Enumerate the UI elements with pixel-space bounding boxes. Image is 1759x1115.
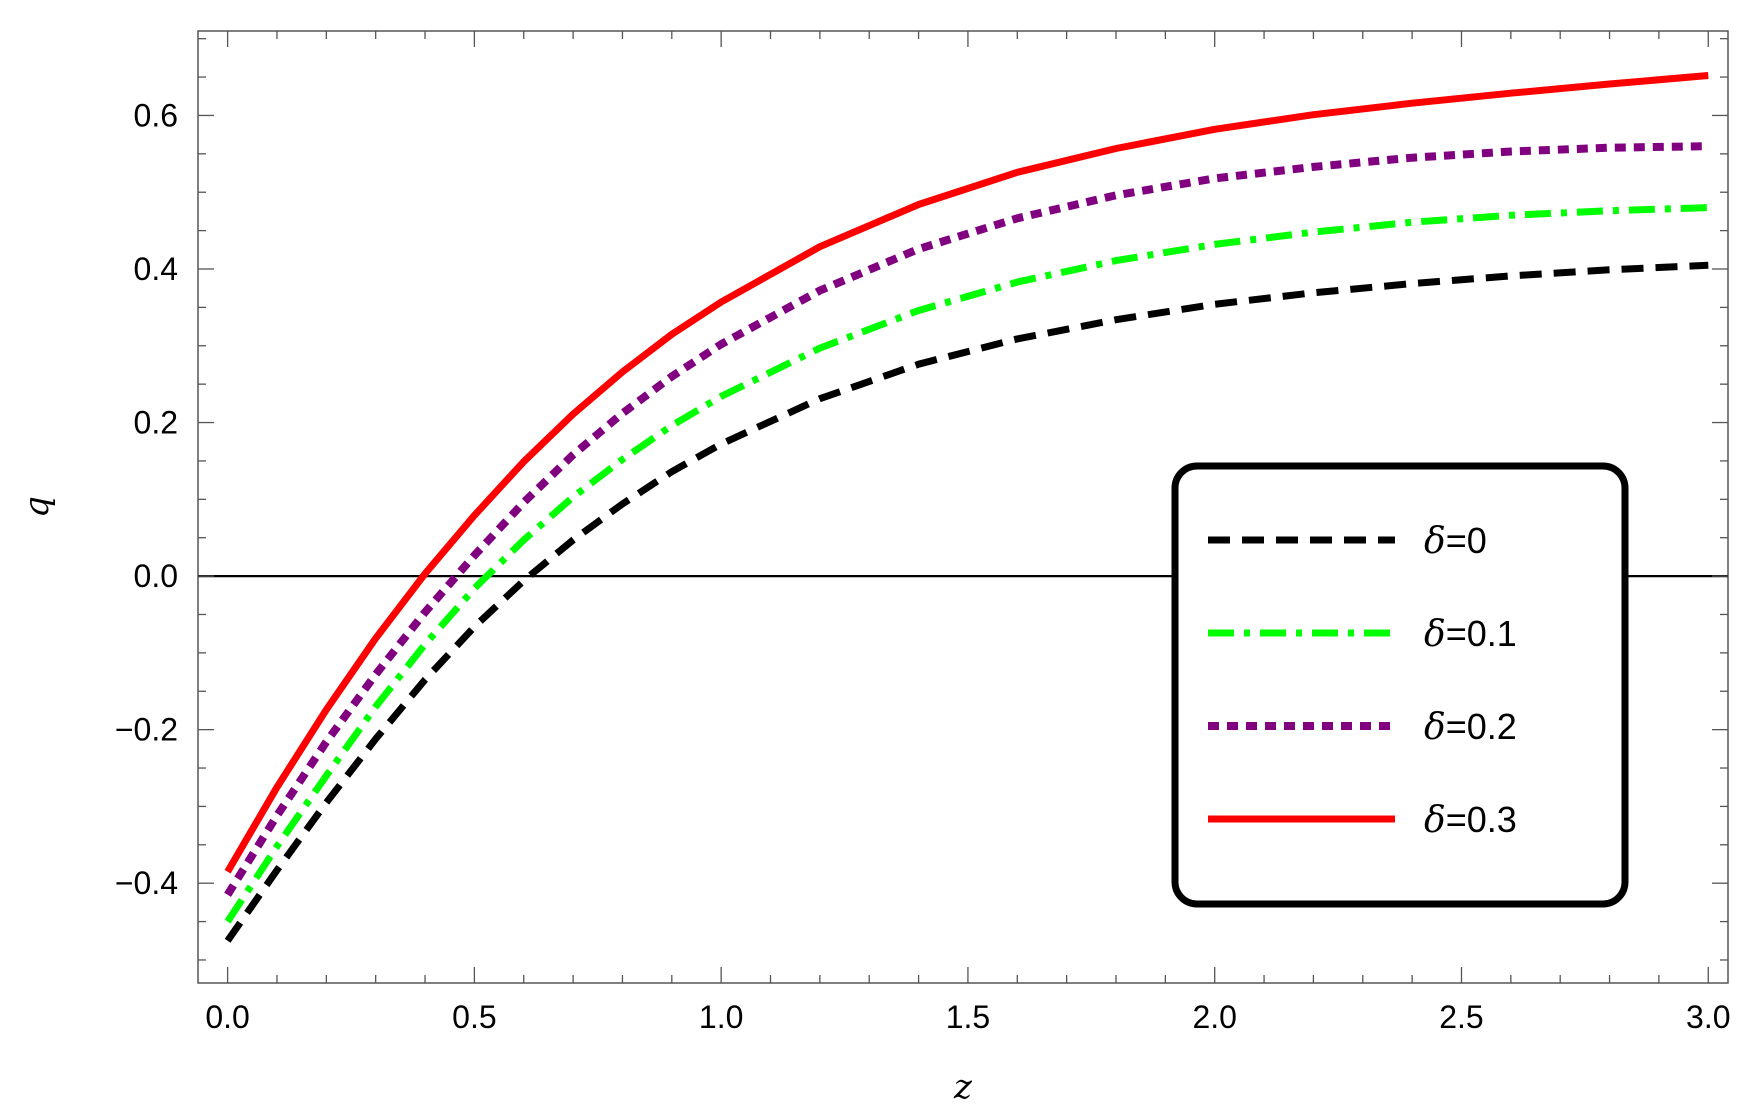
series-lines [224, 72, 1709, 943]
x-tick-label: 0.5 [452, 999, 496, 1035]
legend: δ=0δ=0.1δ=0.2δ=0.3 [1171, 462, 1629, 908]
legend-symbol-1: δ [1424, 614, 1446, 655]
axis-ticks [198, 31, 1728, 983]
x-tick-label: 0.0 [205, 999, 249, 1035]
legend-symbol-0: δ [1424, 521, 1446, 562]
legend-label-0: δ=0 [1424, 520, 1487, 562]
x-tick-label: 2.5 [1439, 999, 1483, 1035]
legend-value-0: =0 [1446, 520, 1487, 561]
tick-labels: 0.0 0.5 1.0 1.5 2.0 2.5 3.0 −0.4 −0.2 0.0 0.2 0.4 0.… [115, 97, 1731, 1035]
y-tick-label: −0.4 [115, 865, 178, 901]
series-line-1 [224, 204, 1709, 924]
legend-label-1: δ=0.1 [1424, 613, 1517, 655]
y-tick-label: −0.2 [115, 712, 178, 748]
x-tick-label: 1.0 [699, 999, 743, 1035]
x-tick-label: 3.0 [1686, 999, 1730, 1035]
series-line-0 [224, 261, 1709, 943]
legend-value-2: =0.2 [1446, 706, 1517, 747]
legend-value-1: =0.1 [1446, 613, 1517, 654]
y-axis-label: q [17, 496, 57, 518]
y-tick-label: 0.6 [134, 97, 178, 133]
legend-label-3: δ=0.3 [1424, 799, 1517, 841]
plot-frame [197, 30, 1729, 984]
legend-symbol-2: δ [1424, 707, 1446, 748]
x-axis-label: z [953, 1067, 973, 1107]
y-tick-label: 0.2 [134, 405, 178, 441]
x-tick-label: 2.0 [1192, 999, 1236, 1035]
legend-label-2: δ=0.2 [1424, 706, 1517, 748]
legend-value-3: =0.3 [1446, 799, 1517, 840]
legend-symbol-3: δ [1424, 800, 1446, 841]
y-tick-label: 0.0 [134, 558, 178, 594]
legend-box [1171, 462, 1629, 908]
series-line-2 [224, 142, 1709, 897]
y-tick-label: 0.4 [134, 251, 178, 287]
series-line-3 [224, 72, 1709, 874]
x-tick-label: 1.5 [946, 999, 990, 1035]
